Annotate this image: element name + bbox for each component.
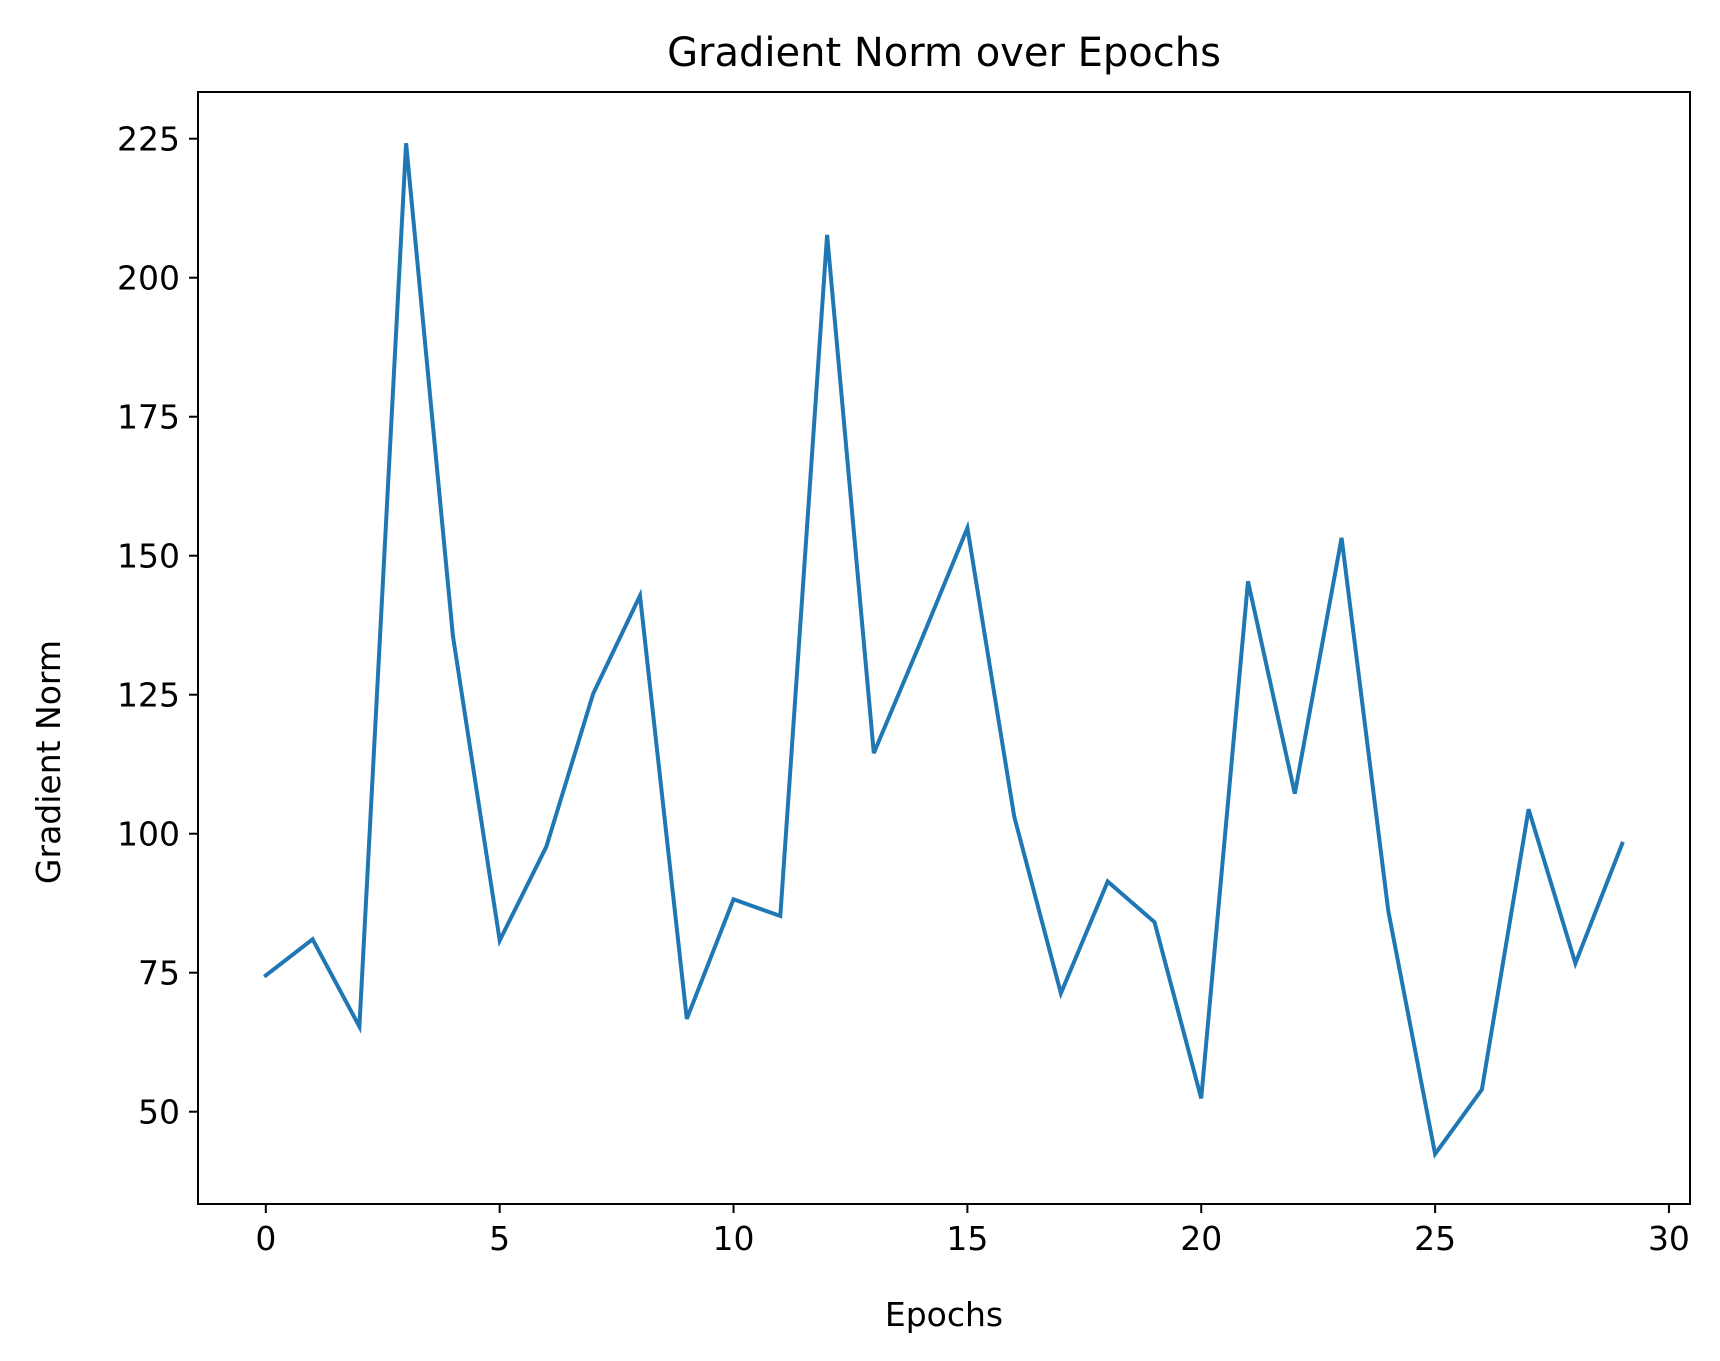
chart-title: Gradient Norm over Epochs — [667, 30, 1221, 76]
y-axis-label: Gradient Norm — [29, 640, 68, 884]
x-axis-label: Epochs — [885, 1295, 1003, 1334]
x-tick-label: 30 — [1648, 1219, 1690, 1258]
y-tick-label: 125 — [117, 676, 180, 715]
y-tick-label: 225 — [117, 120, 180, 159]
y-tick-label: 175 — [117, 398, 180, 437]
x-tick-label: 15 — [946, 1219, 988, 1258]
x-tick-label: 0 — [255, 1219, 276, 1258]
x-tick-label: 5 — [489, 1219, 510, 1258]
x-tick-label: 10 — [713, 1219, 755, 1258]
x-tick-label: 25 — [1414, 1219, 1456, 1258]
y-tick-label: 100 — [117, 815, 180, 854]
x-axis-ticks: 0 5 10 15 20 25 30 — [255, 1204, 1690, 1258]
y-tick-label: 50 — [138, 1093, 180, 1132]
plot-frame — [197, 91, 1691, 1205]
y-axis-ticks: 50 75 100 125 150 175 200 225 — [117, 120, 198, 1132]
series-line — [262, 143, 1625, 1159]
x-tick-label: 20 — [1180, 1219, 1222, 1258]
y-tick-label: 150 — [117, 537, 180, 576]
y-tick-label: 200 — [117, 259, 180, 298]
series-layer — [262, 143, 1625, 1159]
y-tick-label: 75 — [138, 954, 180, 993]
